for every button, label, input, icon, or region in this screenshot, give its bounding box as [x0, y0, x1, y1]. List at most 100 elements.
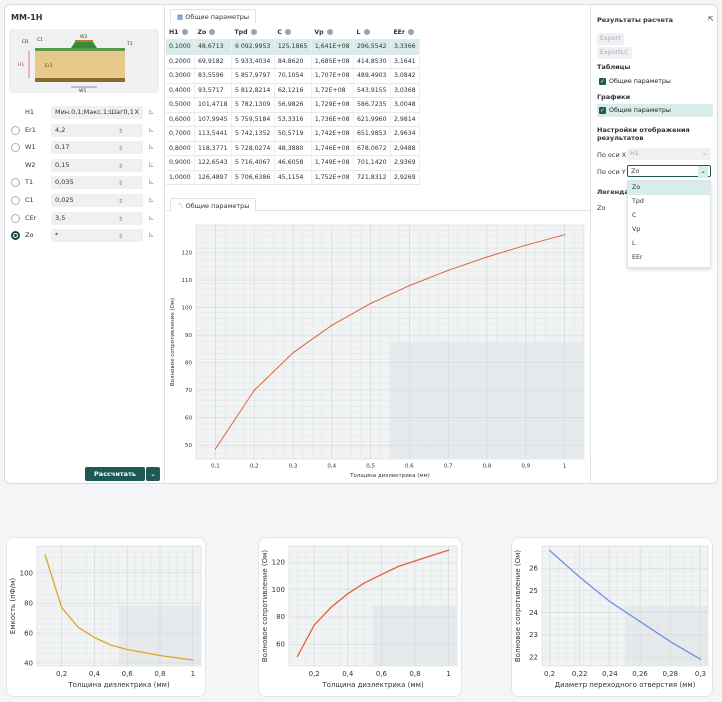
chart-toggle-icon[interactable]: ⊾ — [148, 107, 155, 116]
table-cell: 0,1000 — [166, 39, 195, 55]
param-input[interactable]: Мин.0,1;Макс.1;Шаг0,1 X — [51, 106, 143, 119]
calculate-button[interactable]: Рассчитать — [85, 467, 145, 481]
chart-toggle-icon[interactable]: ⊾ — [148, 124, 155, 134]
chart-toggle-icon[interactable]: ⊾ — [148, 142, 155, 152]
chart-card-capacitance: 0,2 0,4 0,6 0,8 1 40 60 80 100 Толщина диэлектрик… — [6, 537, 206, 697]
table-header-cell[interactable]: Zo — [194, 25, 232, 40]
dropdown-option[interactable]: EEr — [632, 254, 643, 261]
export-lc-button[interactable]: ExportLC — [597, 47, 632, 59]
dropdown-option[interactable]: Zo — [628, 181, 710, 195]
x-tick-label: 0,24 — [602, 670, 618, 678]
table-row[interactable]: 0,3000 83,5596 5 857,9797 70,1054 1,707E+08 4… — [166, 68, 421, 84]
table-row[interactable]: 0,7000 113,5441 5 742,1352 50,5719 1,742E+08… — [166, 126, 421, 142]
table-header-cell[interactable]: Tpd — [231, 25, 275, 40]
diagram-label-c1: С1 — [37, 37, 43, 43]
y-tick-label: 50 — [185, 443, 192, 449]
chart-toggle-icon[interactable]: ⊾ — [148, 230, 155, 240]
table-cell: 69,9182 — [194, 54, 232, 69]
spinner-icon[interactable]: ⇕ — [117, 180, 123, 188]
table-cell: 84,8620 — [274, 54, 312, 69]
graphs-general-label: Общие параметры — [609, 107, 671, 114]
export-button[interactable]: Export — [597, 33, 624, 45]
graphs-general-checkbox[interactable]: ✓ Общие параметры — [597, 104, 713, 117]
param-input[interactable]: 0,025 ⇕ — [51, 194, 143, 207]
table-row[interactable]: 0,5000 101,4718 5 782,1309 56,9826 1,729E+08… — [166, 97, 421, 113]
app-window: MM-1H H1 Er1 СВ С1 W2 T1 W1 H1 Мин.0,1;Ма… — [4, 4, 718, 484]
table-row[interactable]: 0,9000 122,6543 5 716,4067 46,6058 1,749E+08… — [166, 155, 421, 171]
table-row[interactable]: 0,4000 93,5717 5 812,8214 62,1216 1,72E+08 54… — [166, 83, 421, 98]
dropdown-option[interactable]: Vp — [632, 226, 641, 233]
table-cell: 118,3771 — [194, 141, 232, 156]
results-title: Результаты расчета — [597, 16, 674, 24]
param-radio[interactable] — [11, 213, 20, 223]
table-cell: 414,8530 — [353, 54, 391, 69]
chart-toggle-icon[interactable]: ⊾ — [148, 212, 155, 222]
param-radio[interactable] — [11, 125, 20, 135]
table-header-cell[interactable]: L — [353, 25, 391, 40]
y-axis-label: Волновое сопротивление (Ом) — [170, 298, 176, 386]
chart-toggle-icon[interactable]: ⊾ — [148, 195, 155, 204]
spinner-icon[interactable]: ⇕ — [117, 215, 123, 223]
dropdown-option[interactable]: Tpd — [632, 198, 644, 205]
param-input[interactable]: 3,5 ⇕ — [51, 211, 143, 225]
spinner-icon[interactable]: ⇕ — [117, 198, 123, 205]
spinner-icon[interactable]: ⇕ — [117, 127, 123, 135]
tab-chart-general[interactable]: 〽 Общие параметры — [170, 198, 257, 212]
data-point — [370, 302, 372, 305]
param-row-c1: C1 0,025 ⇕ ⊾ — [11, 194, 161, 208]
tab-table-general[interactable]: ▦ Общие параметры — [170, 9, 257, 23]
param-radio[interactable] — [11, 143, 20, 153]
param-label: W2 — [25, 160, 36, 169]
info-icon[interactable] — [250, 28, 257, 35]
calculate-dropdown-icon[interactable]: ⌄ — [146, 467, 160, 481]
info-icon[interactable] — [363, 28, 370, 35]
table-header-cell[interactable]: EEr — [390, 25, 420, 40]
table-row[interactable]: 0,1000 48,6713 6 092,9953 125,1865 1,641E+08… — [166, 39, 421, 55]
param-value: 0,17 — [55, 143, 70, 152]
table-cell: 0,8000 — [166, 141, 195, 156]
dropdown-option[interactable]: L — [632, 240, 636, 247]
dropdown-option[interactable]: C — [632, 212, 637, 219]
param-radio[interactable] — [11, 178, 20, 188]
pin-icon[interactable]: ⇱ — [708, 15, 714, 23]
table-row[interactable]: 1,0000 126,4897 5 706,6386 45,1154 1,752E+08… — [166, 170, 421, 185]
stackup-diagram-image: H1 Er1 СВ С1 W2 T1 W1 — [18, 34, 133, 94]
table-header-cell[interactable]: Vp — [311, 25, 354, 40]
table-row[interactable]: 0,2000 69,9182 5 933,4034 84,8620 1,685E+08 4… — [166, 54, 421, 69]
axis-y-select[interactable]: Zo ⌄ — [627, 165, 711, 178]
param-row-zo: Zo * ⇕ ⊾ — [11, 229, 161, 243]
info-icon[interactable] — [285, 28, 292, 35]
data-point — [330, 606, 332, 608]
chart-toggle-icon[interactable]: ⊾ — [148, 159, 155, 169]
y-axis-label: Волновое сопротивление (Ом) — [514, 550, 522, 663]
spinner-icon[interactable]: ⇕ — [117, 233, 123, 241]
table-cell: 0,4000 — [166, 83, 195, 98]
info-icon[interactable] — [408, 28, 415, 35]
table-header-cell[interactable]: H1 — [166, 25, 195, 40]
param-input[interactable]: * ⇕ — [51, 229, 143, 243]
table-header-cell[interactable]: C — [274, 25, 312, 40]
param-input[interactable]: 0,17 ⇕ — [51, 141, 143, 155]
chart-toggle-icon[interactable]: ⊾ — [148, 177, 155, 187]
clear-icon[interactable]: X — [134, 108, 139, 116]
info-icon[interactable] — [326, 28, 333, 35]
spinner-icon[interactable]: ⇕ — [117, 145, 123, 153]
param-input[interactable]: 0,15 ⇕ — [51, 158, 143, 172]
x-tick-label: 1 — [563, 464, 567, 470]
info-icon[interactable] — [209, 28, 216, 35]
table-row[interactable]: 0,8000 118,3771 5 728,0274 48,3880 1,746E+08… — [166, 141, 421, 156]
param-radio[interactable] — [11, 231, 20, 241]
param-row-cer: CEr 3,5 ⇕ ⊾ — [11, 211, 161, 226]
axis-x-select[interactable]: H1 ⌄ — [627, 148, 711, 160]
param-input[interactable]: 4,2 ⇕ — [51, 123, 143, 137]
spinner-icon[interactable]: ⇕ — [117, 162, 123, 170]
tables-general-checkbox[interactable]: ✓ Общие параметры — [597, 75, 713, 88]
param-row-t1: T1 0,035 ⇕ ⊾ — [11, 176, 161, 190]
data-point — [214, 448, 216, 450]
param-radio[interactable] — [11, 196, 20, 205]
param-input[interactable]: 0,035 ⇕ — [51, 176, 143, 190]
table-cell: 0,5000 — [166, 97, 195, 113]
table-row[interactable]: 0,6000 107,9945 5 759,5184 53,3316 1,736E+08… — [166, 112, 421, 127]
table-cell: 5 759,5184 — [231, 112, 275, 127]
info-icon[interactable] — [181, 28, 188, 35]
